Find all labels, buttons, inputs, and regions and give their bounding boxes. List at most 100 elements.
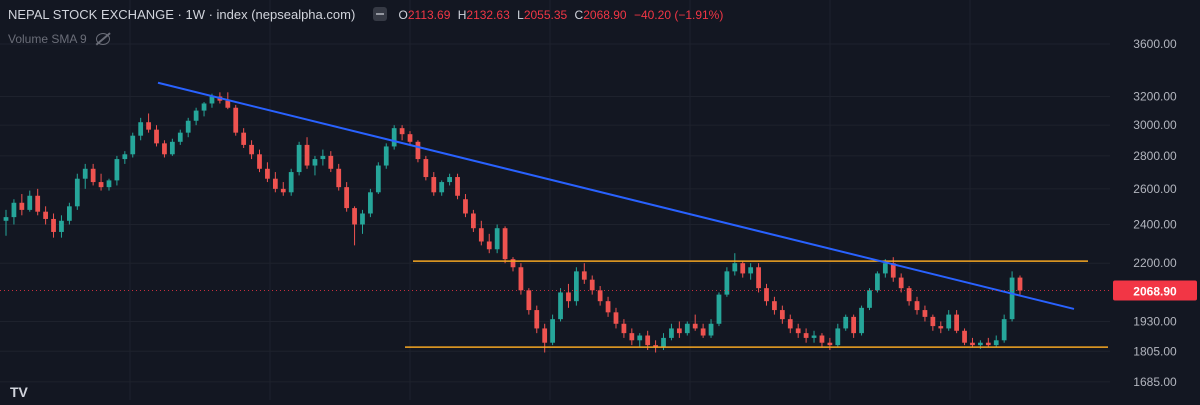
candle-body[interactable] [708,323,714,336]
candle-body[interactable] [431,177,437,193]
candle-body[interactable] [478,228,484,242]
candle-body[interactable] [756,267,761,289]
candle-body[interactable] [597,290,603,302]
candle-body[interactable] [241,132,247,145]
candle-body[interactable] [209,96,215,104]
candle-body[interactable] [605,301,611,313]
candle-body[interactable] [177,132,183,142]
candle-body[interactable] [233,107,239,133]
candle-body[interactable] [867,290,872,308]
candle-body[interactable] [383,146,389,166]
candle-body[interactable] [463,199,468,214]
candle-body[interactable] [51,218,56,232]
candle-body[interactable] [962,330,967,343]
candle-body[interactable] [716,294,722,324]
candle-body[interactable] [415,141,421,160]
candle-body[interactable] [526,290,532,311]
candle-body[interactable] [193,110,199,121]
candle-body[interactable] [502,228,508,260]
candle-body[interactable] [566,292,571,302]
candle-body[interactable] [534,310,540,329]
candle-body[interactable] [764,288,769,302]
candle-body[interactable] [700,328,706,336]
candle-body[interactable] [399,128,405,135]
candle-body[interactable] [645,335,651,346]
candle-body[interactable] [146,122,151,130]
eye-off-icon[interactable] [96,33,111,45]
candle-body[interactable] [740,263,746,274]
candle-body[interactable] [922,310,928,317]
candle-body[interactable] [803,333,809,338]
candle-body[interactable] [906,288,912,302]
candle-body[interactable] [59,220,64,232]
candle-body[interactable] [407,134,413,142]
candle-body[interactable] [154,129,159,144]
candle-body[interactable] [344,187,350,209]
candle-body[interactable] [669,328,674,338]
candle-body[interactable] [938,326,944,329]
candle-body[interactable] [43,211,48,219]
candle-body[interactable] [312,159,318,166]
candle-body[interactable] [138,122,144,136]
candle-body[interactable] [35,195,41,212]
candle-body[interactable] [542,328,548,343]
candle-body[interactable] [368,192,373,214]
candle-body[interactable] [162,143,167,155]
candle-body[interactable] [130,135,136,155]
candle-body[interactable] [787,319,793,329]
candle-body[interactable] [74,178,80,207]
candle-body[interactable] [360,213,365,225]
candle-body[interactable] [954,314,960,331]
candle-body[interactable] [19,202,25,210]
candle-body[interactable] [914,301,920,311]
candle-body[interactable] [510,259,516,268]
candle-body[interactable] [827,342,833,346]
candle-body[interactable] [550,319,555,343]
candle-body[interactable] [732,263,738,272]
candle-body[interactable] [1001,319,1007,341]
candle-body[interactable] [748,267,754,274]
candle-body[interactable] [494,228,500,250]
candle-body[interactable] [613,312,619,324]
candle-body[interactable] [185,120,191,133]
candle-body[interactable] [811,335,817,338]
candle-body[interactable] [882,263,888,274]
candle-body[interactable] [684,323,690,334]
candle-body[interactable] [304,144,310,166]
candle-body[interactable] [573,271,579,302]
candle-body[interactable] [106,180,112,188]
candle-body[interactable] [11,202,17,218]
candle-body[interactable] [993,340,999,346]
candle-body[interactable] [90,168,96,183]
candle-body[interactable] [724,271,730,295]
visibility-toggle-icon[interactable] [372,7,387,21]
candle-body[interactable] [455,177,460,196]
candle-body[interactable] [280,188,286,193]
candle-body[interactable] [352,208,357,225]
candle-body[interactable] [589,279,595,291]
candle-body[interactable] [336,168,342,188]
candle-body[interactable] [779,310,785,320]
candle-body[interactable] [930,316,936,327]
candle-body[interactable] [859,307,864,334]
candle-body[interactable] [890,263,896,278]
candle-body[interactable] [851,316,857,334]
candle-body[interactable] [486,241,492,250]
candle-body[interactable] [249,144,254,155]
candle-body[interactable] [985,342,991,346]
candle-body[interactable] [82,168,88,179]
candle-body[interactable] [98,182,104,188]
candle-body[interactable] [875,273,880,291]
candle-body[interactable] [265,168,270,179]
candle-body[interactable] [637,335,643,341]
candle-body[interactable] [423,159,429,178]
candle-body[interactable] [819,335,825,343]
candle-body[interactable] [296,144,302,173]
candle-body[interactable] [1017,277,1023,291]
candle-body[interactable] [447,177,453,183]
candle-body[interactable] [471,213,476,229]
candle-body[interactable] [676,328,682,334]
candle-body[interactable] [621,323,627,334]
candle-body[interactable] [843,316,849,329]
